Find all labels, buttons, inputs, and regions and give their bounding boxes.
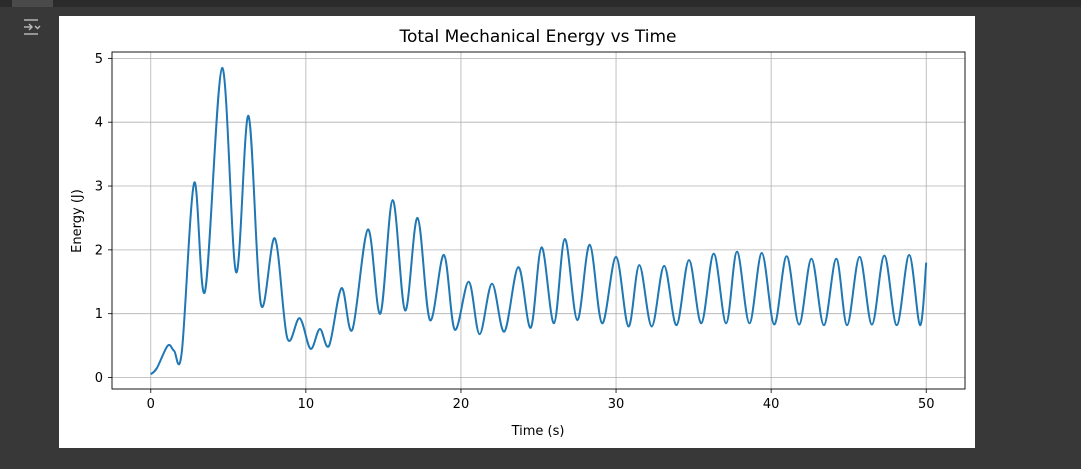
x-tick-label: 50: [918, 397, 935, 412]
y-tick-label: 4: [95, 116, 103, 131]
x-axis-label: Time (s): [511, 424, 565, 439]
grid: [112, 52, 965, 389]
y-tick-label: 2: [95, 243, 103, 258]
y-tick-label: 3: [95, 180, 103, 195]
energy-chart: 0 10 20 30 40 50 0 1 2 3 4 5 Total Mechanical Energ…: [70, 27, 966, 439]
y-axis-label: Energy (J): [70, 189, 85, 253]
x-tick-label: 30: [608, 397, 625, 412]
x-tick-label: 20: [453, 397, 470, 412]
plot-area: [150, 66, 928, 376]
top-strip: [0, 0, 1081, 7]
cell-tab[interactable]: [12, 0, 53, 7]
ticks: 0 10 20 30 40 50 0 1 2 3 4 5: [95, 52, 935, 412]
output-toggle-button[interactable]: [18, 13, 46, 41]
x-tick-label: 10: [298, 397, 315, 412]
y-tick-label: 0: [95, 371, 103, 386]
chart-title: Total Mechanical Energy vs Time: [398, 27, 676, 47]
energy-line: [150, 66, 928, 376]
y-tick-label: 5: [95, 52, 103, 67]
axes-frame: [111, 51, 966, 390]
x-tick-label: 0: [147, 397, 155, 412]
output-toggle-icon: [24, 19, 41, 35]
y-tick-label: 1: [95, 307, 103, 322]
x-tick-label: 40: [763, 397, 780, 412]
figure: 0 10 20 30 40 50 0 1 2 3 4 5 Total Mechanical Energ…: [59, 16, 975, 448]
